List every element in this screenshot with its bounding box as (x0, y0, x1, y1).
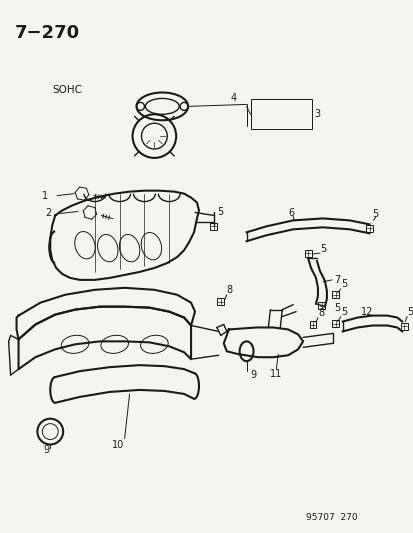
Text: SOHC: SOHC (52, 85, 82, 94)
Bar (365, 225, 372, 232)
Bar (332, 292, 339, 298)
Text: 5: 5 (372, 209, 378, 220)
Bar (400, 323, 407, 330)
Text: 11: 11 (270, 369, 282, 379)
Bar (304, 249, 311, 256)
Bar (210, 223, 217, 230)
Bar (332, 320, 339, 327)
Text: 95707  270: 95707 270 (305, 513, 357, 522)
Bar (217, 298, 224, 305)
Text: 7: 7 (333, 275, 339, 285)
Bar (309, 321, 316, 328)
Text: 1: 1 (42, 191, 48, 200)
Text: 5: 5 (406, 306, 413, 317)
Text: 5: 5 (333, 303, 339, 313)
Text: 4: 4 (230, 93, 236, 103)
Text: 5: 5 (340, 279, 346, 289)
Text: 8: 8 (317, 308, 323, 318)
Text: 5: 5 (216, 207, 223, 217)
Text: 10: 10 (111, 440, 123, 450)
Bar (250, 100, 311, 129)
Text: 9: 9 (43, 446, 49, 455)
Text: 5: 5 (319, 244, 325, 254)
Text: 9: 9 (250, 370, 256, 380)
Text: 12: 12 (361, 306, 373, 317)
Text: 5: 5 (340, 306, 346, 317)
Text: 6: 6 (287, 208, 294, 219)
Text: 2: 2 (45, 208, 51, 219)
Text: 3: 3 (313, 109, 319, 119)
Bar (318, 302, 325, 309)
Text: 8: 8 (226, 285, 233, 295)
Text: 7−270: 7−270 (14, 24, 80, 42)
